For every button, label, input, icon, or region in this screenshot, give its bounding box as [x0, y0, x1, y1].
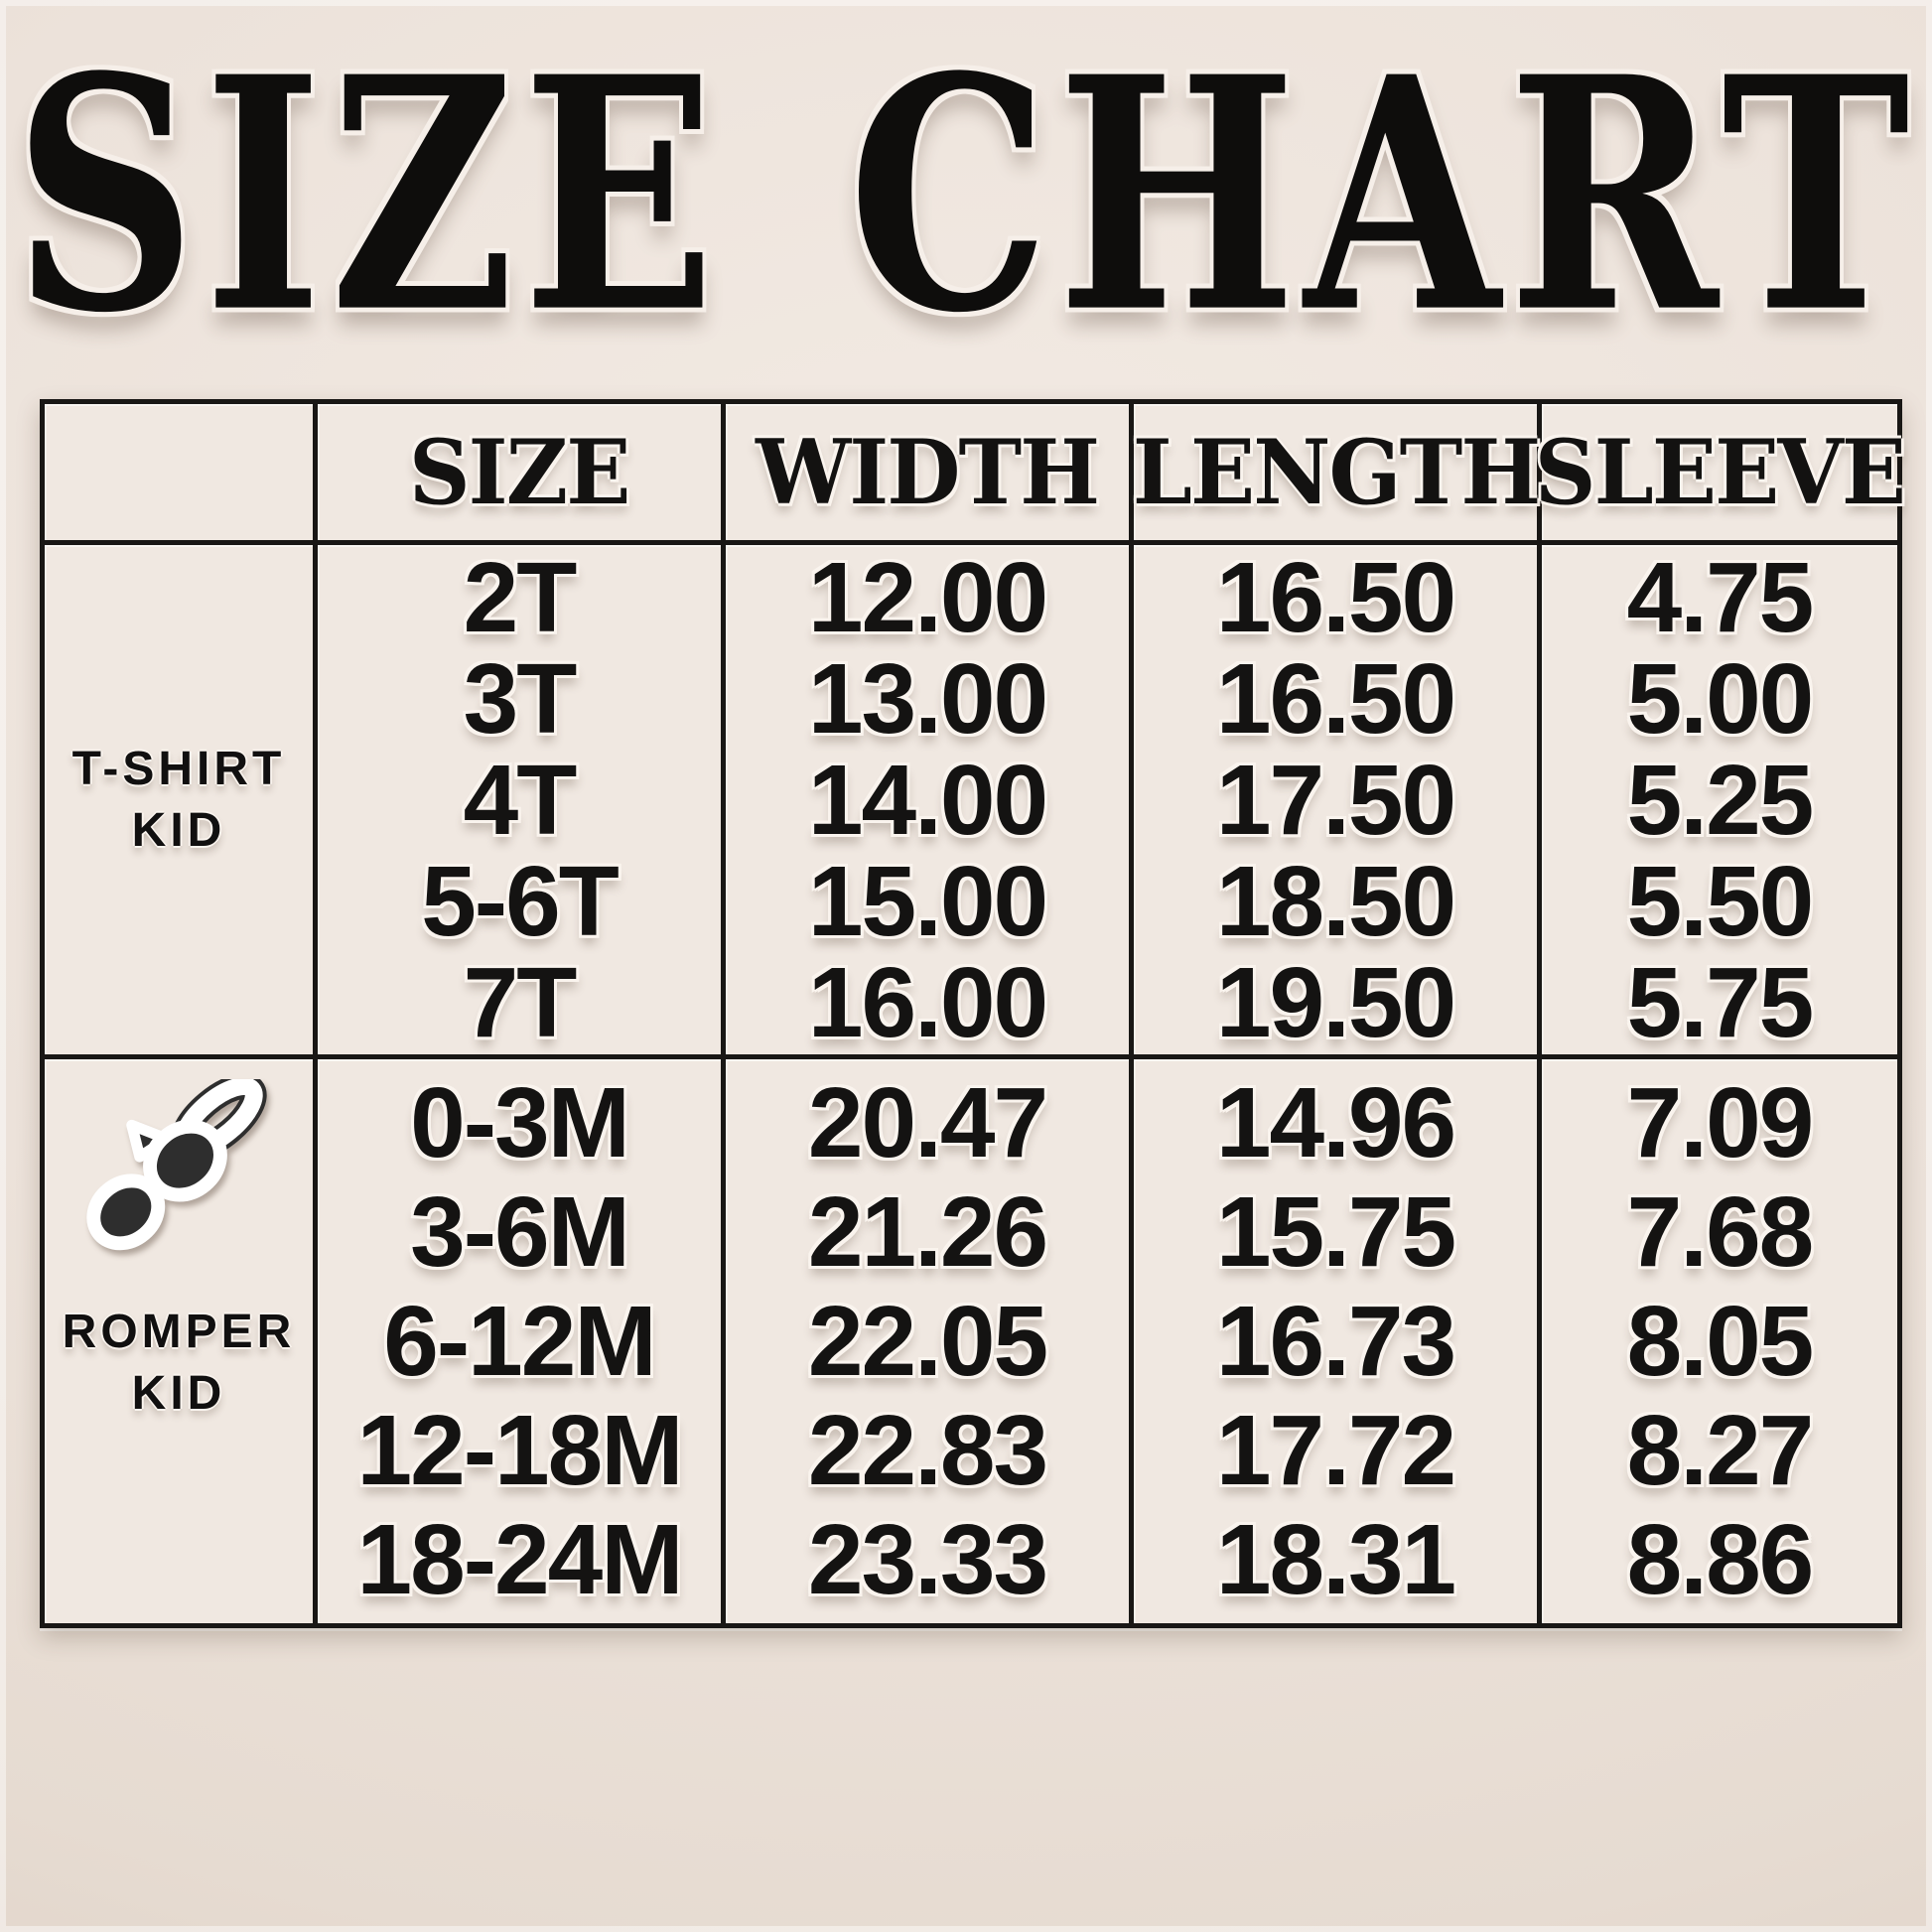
length-value: 16.73 — [1215, 1286, 1456, 1397]
length-value: 17.72 — [1215, 1395, 1456, 1506]
size-value: 4T — [463, 744, 578, 856]
length-value: 15.75 — [1215, 1176, 1456, 1288]
section-label-line: KID — [131, 803, 226, 857]
header-sleeve-label: SLEEVE — [1534, 419, 1906, 525]
sleeve-value: 5.75 — [1626, 946, 1815, 1058]
size-value: 12-18M — [356, 1395, 683, 1506]
romper-length-column: 14.96 15.75 16.73 17.72 18.31 — [1134, 1059, 1537, 1623]
header-corner-cell — [45, 404, 313, 540]
romper-size-column: 0-3M 3-6M 6-12M 12-18M 18-24M — [318, 1059, 721, 1623]
sleeve-value: 5.00 — [1626, 642, 1815, 755]
header-width-label: WIDTH — [756, 419, 1100, 525]
section-label-line: ROMPER — [62, 1306, 296, 1358]
width-value: 14.00 — [807, 744, 1048, 856]
size-value: 3T — [463, 642, 578, 755]
title-area: SIZE CHART — [0, 0, 1932, 393]
width-value: 15.00 — [807, 845, 1048, 957]
sleeve-value: 5.25 — [1626, 744, 1815, 856]
width-value: 21.26 — [807, 1176, 1048, 1288]
width-value: 22.05 — [807, 1286, 1048, 1397]
section-label-line: KID — [131, 1367, 226, 1420]
sleeve-value: 5.50 — [1626, 845, 1815, 957]
width-value: 13.00 — [807, 642, 1048, 755]
length-value: 17.50 — [1215, 744, 1456, 856]
sleeve-value: 8.05 — [1626, 1286, 1815, 1397]
romper-width-column: 20.47 21.26 22.05 22.83 23.33 — [726, 1059, 1129, 1623]
size-value: 2T — [463, 541, 578, 653]
sleeve-value: 8.27 — [1626, 1395, 1815, 1506]
width-value: 22.83 — [807, 1395, 1048, 1506]
section-label-line: T-SHIRT — [71, 742, 286, 795]
sleeve-value: 7.09 — [1626, 1067, 1815, 1178]
header-width: WIDTH — [726, 404, 1129, 540]
romper-sleeve-column: 7.09 7.68 8.05 8.27 8.86 — [1542, 1059, 1897, 1623]
width-value: 12.00 — [807, 541, 1048, 653]
size-table: SIZE WIDTH LENGTH SLEEVE T-SHIRT KID 2T … — [40, 399, 1906, 1628]
length-value: 16.50 — [1215, 642, 1456, 755]
size-value: 5-6T — [421, 845, 620, 957]
tshirt-length-column: 16.50 16.50 17.50 18.50 19.50 — [1134, 545, 1537, 1054]
sunglasses-icon — [85, 1079, 267, 1251]
header-length-label: LENGTH — [1132, 419, 1540, 525]
length-value: 14.96 — [1215, 1067, 1456, 1178]
size-value: 3-6M — [410, 1176, 630, 1288]
header-length: LENGTH — [1132, 404, 1541, 540]
header-size-label: SIZE — [409, 419, 631, 525]
tshirt-width-column: 12.00 13.00 14.00 15.00 16.00 — [726, 545, 1129, 1054]
tshirt-sleeve-column: 4.75 5.00 5.25 5.50 5.75 — [1542, 545, 1897, 1054]
header-sleeve: SLEEVE — [1535, 404, 1906, 540]
page-title: SIZE CHART — [13, 8, 1919, 384]
length-value: 18.50 — [1215, 845, 1456, 957]
length-value: 19.50 — [1215, 946, 1456, 1058]
size-value: 18-24M — [356, 1504, 683, 1615]
tshirt-size-column: 2T 3T 4T 5-6T 7T — [318, 545, 721, 1054]
size-value: 6-12M — [383, 1286, 656, 1397]
length-value: 18.31 — [1215, 1504, 1456, 1615]
section-label-tshirt-kid: T-SHIRT KID — [45, 545, 313, 1054]
sleeve-value: 4.75 — [1626, 541, 1815, 653]
width-value: 20.47 — [807, 1067, 1048, 1178]
size-value: 7T — [463, 946, 578, 1058]
sleeve-value: 8.86 — [1626, 1504, 1815, 1615]
size-value: 0-3M — [410, 1067, 630, 1178]
length-value: 16.50 — [1215, 541, 1456, 653]
header-size: SIZE — [318, 404, 721, 540]
section-label-romper-kid: ROMPER KID — [45, 1059, 313, 1623]
width-value: 23.33 — [807, 1504, 1048, 1615]
width-value: 16.00 — [807, 946, 1048, 1058]
sleeve-value: 7.68 — [1626, 1176, 1815, 1288]
